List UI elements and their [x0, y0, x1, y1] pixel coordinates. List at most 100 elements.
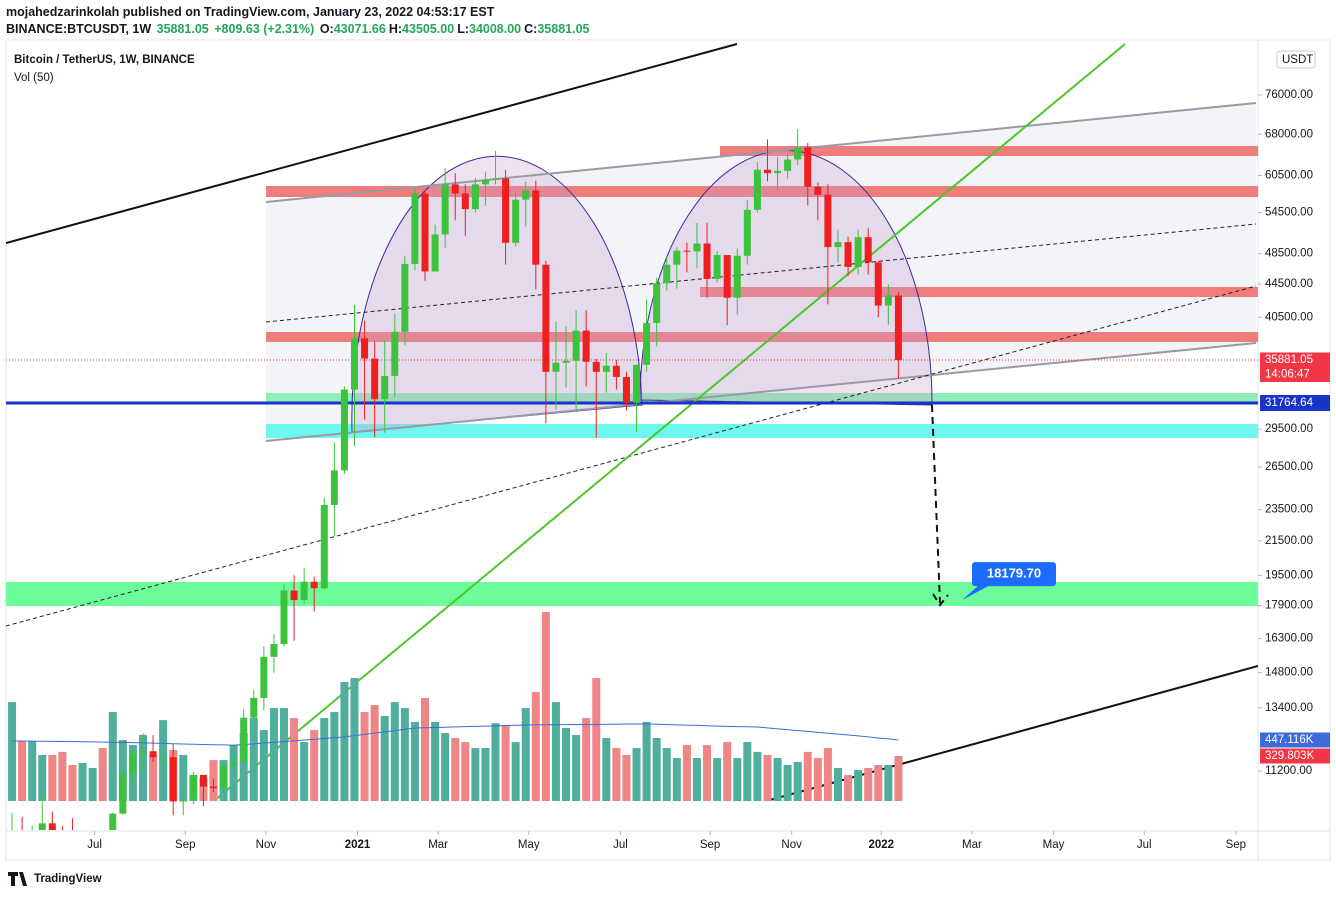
candle-body [653, 283, 661, 323]
candle-body [411, 193, 419, 264]
candle-body [230, 761, 238, 766]
volume-bar [703, 745, 712, 801]
candle-body [59, 835, 66, 837]
volume-bar [773, 758, 782, 801]
support-zone [266, 424, 1258, 438]
volume-bar [18, 740, 27, 801]
volume-bar [803, 751, 812, 801]
volume-label-box [1260, 748, 1330, 764]
target-label: 18179.70 [987, 566, 1041, 581]
countdown: 14:06:47 [1265, 369, 1310, 381]
candle-body [129, 753, 137, 775]
trend-line [6, 43, 738, 244]
volume-bar [28, 740, 37, 801]
candle-body [512, 199, 520, 243]
volume-bar [582, 718, 591, 801]
x-tick-label: 2022 [868, 839, 894, 851]
candle-body [351, 338, 359, 390]
currency[interactable]: USDT [1282, 54, 1313, 66]
y-tick-label: 16300.00 [1265, 633, 1313, 645]
volume-bar [360, 712, 369, 801]
dashed-trend [6, 285, 1257, 627]
volume-bar [330, 712, 339, 801]
channel-top [265, 102, 1257, 203]
candle-body [300, 581, 308, 601]
plot-area [6, 129, 1258, 848]
volume-bar [864, 767, 873, 801]
volume-bar [410, 722, 419, 801]
volume-bar [481, 748, 490, 801]
volume-bar [572, 734, 581, 801]
volume-bar [682, 745, 691, 801]
candle-body [220, 765, 228, 789]
resistance-zone [266, 186, 1258, 197]
channel-bottom [265, 342, 1257, 442]
volume-bar [652, 737, 661, 801]
candle-body [794, 147, 802, 160]
y-tick-label: 48500.00 [1265, 248, 1313, 260]
y-tick-label: 14800.00 [1265, 667, 1313, 679]
volume-bar [249, 718, 258, 801]
volume-bar [793, 761, 802, 801]
volume-bar [431, 722, 440, 801]
candle-body [864, 237, 872, 263]
y-tick-label: 13400.00 [1265, 702, 1313, 714]
volume-bar [279, 708, 288, 801]
volume-title: Vol (50) [14, 72, 54, 84]
trend-line [769, 665, 1258, 801]
channel-mid [265, 223, 1257, 323]
ohlc-key: O: [319, 22, 334, 36]
x-tick-label: Sep [1226, 839, 1246, 851]
candle-body [522, 190, 530, 200]
last-price-label: 35881.05 [1265, 354, 1313, 366]
candle-body [592, 361, 600, 372]
volume-bar [622, 755, 631, 801]
candle-body [391, 331, 399, 376]
volume-bar [743, 742, 752, 801]
candle-body [199, 774, 207, 787]
y-tick-label: 60500.00 [1265, 170, 1313, 182]
volume-bar [884, 764, 893, 801]
candle-body [502, 178, 510, 243]
candle-body [69, 837, 76, 848]
y-tick-label: 17900.00 [1265, 600, 1313, 612]
volume-bar [179, 755, 188, 801]
volume-bar [8, 702, 17, 801]
candle-body [582, 330, 590, 362]
y-tick-label: 19500.00 [1265, 569, 1313, 581]
candle-body [774, 170, 782, 174]
candle-body [260, 656, 268, 698]
x-tick-label: Nov [781, 839, 802, 851]
volume-bar [38, 755, 47, 801]
candle-body [139, 751, 147, 754]
header: mojahedzarinkolah published on TradingVi… [6, 4, 594, 38]
candle-body [743, 209, 751, 256]
volume-bar [451, 737, 460, 801]
y-tick-label: 29500.00 [1265, 423, 1313, 435]
volume-bar [441, 733, 450, 801]
candle-body [401, 263, 409, 332]
ohlc-key: L: [457, 22, 469, 36]
candle-body [622, 376, 630, 403]
candle-body [633, 364, 641, 403]
volume-bar [602, 737, 611, 801]
candle-body [340, 389, 348, 471]
resistance-zone [700, 287, 1258, 297]
volume-bar [733, 758, 742, 801]
currency-badge[interactable] [1276, 50, 1316, 69]
volume-bar [350, 678, 359, 801]
candle-body [441, 184, 449, 235]
candle-body [240, 717, 248, 762]
series-title: Bitcoin / TetherUS, 1W, BINANCE [14, 54, 195, 66]
candle-body [250, 697, 258, 718]
volume-bar [310, 730, 319, 801]
volume-bar [340, 682, 349, 801]
candle-body [894, 295, 902, 360]
candle-body [371, 358, 379, 400]
footer: TradingView [8, 872, 102, 886]
projection-arrow [931, 404, 949, 607]
candle-body [290, 590, 298, 601]
x-tick-label: Mar [428, 839, 448, 851]
volume-bar [78, 763, 87, 801]
